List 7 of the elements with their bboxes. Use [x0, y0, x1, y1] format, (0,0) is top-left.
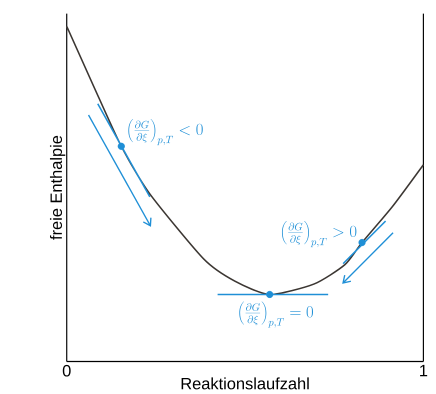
x-axis-title: Reaktionslaufzahl	[182, 377, 309, 390]
x-tick-label: 0	[62, 364, 71, 376]
x-tick-label: 1	[420, 364, 428, 376]
annotation: $\left(\frac{\partial G}{\partial \xi}\right)_{p,T} < 0$	[128, 118, 203, 145]
y-axis-title: freie Enthalpie	[50, 136, 66, 240]
annotation: $\left(\frac{\partial G}{\partial \xi}\right)_{p,T} = 0$	[239, 301, 314, 328]
annotation: $\left(\frac{\partial G}{\partial \xi}\right)_{p,T} > 0$	[282, 220, 356, 247]
